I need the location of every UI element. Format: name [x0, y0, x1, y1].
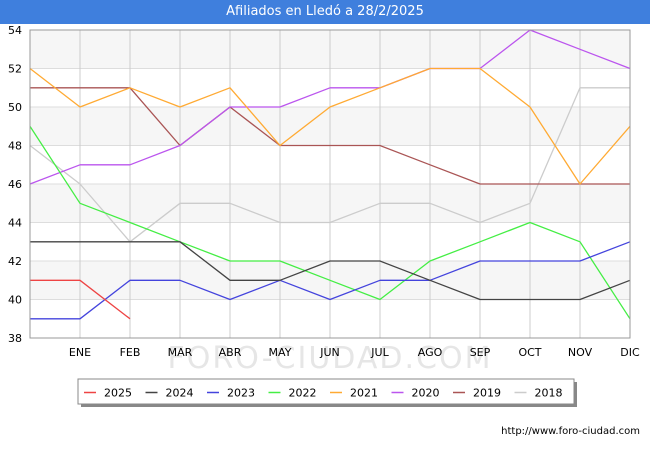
- x-tick-label: ENE: [69, 346, 91, 359]
- y-tick-label: 46: [8, 178, 22, 191]
- y-tick-label: 52: [8, 63, 22, 76]
- y-tick-label: 44: [8, 217, 22, 230]
- y-tick-label: 50: [8, 101, 22, 114]
- series-line-2024: [30, 241, 631, 301]
- legend-label-2020: 2020: [412, 387, 440, 400]
- legend-label-2024: 2024: [166, 387, 194, 400]
- x-tick-label: FEB: [120, 346, 141, 359]
- x-tick-label: JUN: [319, 346, 340, 359]
- chart-title: Afiliados en Lledó a 28/2/2025: [0, 0, 650, 24]
- series-line-2022: [29, 125, 631, 320]
- x-tick-label: OCT: [518, 346, 541, 359]
- y-tick-label: 54: [8, 24, 22, 37]
- series-line-2025: [30, 279, 131, 320]
- legend-label-2023: 2023: [227, 387, 255, 400]
- x-tick-label: SEP: [470, 346, 491, 359]
- series-line-2021: [29, 67, 631, 185]
- legend-label-2018: 2018: [535, 387, 563, 400]
- legend-box: [77, 378, 575, 405]
- x-tick-label: NOV: [568, 346, 593, 359]
- legend-label-2025: 2025: [104, 387, 132, 400]
- y-tick-label: 38: [8, 332, 22, 345]
- watermark: FORO-CIUDAD.COM: [168, 341, 493, 376]
- series-line-2023: [30, 241, 631, 320]
- x-tick-label: MAY: [269, 346, 292, 359]
- y-tick-label: 48: [8, 140, 22, 153]
- legend-label-2021: 2021: [350, 387, 378, 400]
- source-url[interactable]: http://www.foro-ciudad.com: [501, 426, 640, 437]
- legend-label-2022: 2022: [289, 387, 317, 400]
- x-tick-label: MAR: [168, 346, 193, 359]
- x-tick-label: DIC: [620, 346, 640, 359]
- x-tick-label: JUL: [370, 346, 389, 359]
- y-tick-label: 40: [8, 294, 22, 307]
- x-tick-label: AGO: [418, 346, 443, 359]
- x-tick-label: ABR: [219, 346, 242, 359]
- y-tick-label: 42: [8, 255, 22, 268]
- legend-label-2019: 2019: [473, 387, 501, 400]
- plot-frame: [29, 29, 631, 339]
